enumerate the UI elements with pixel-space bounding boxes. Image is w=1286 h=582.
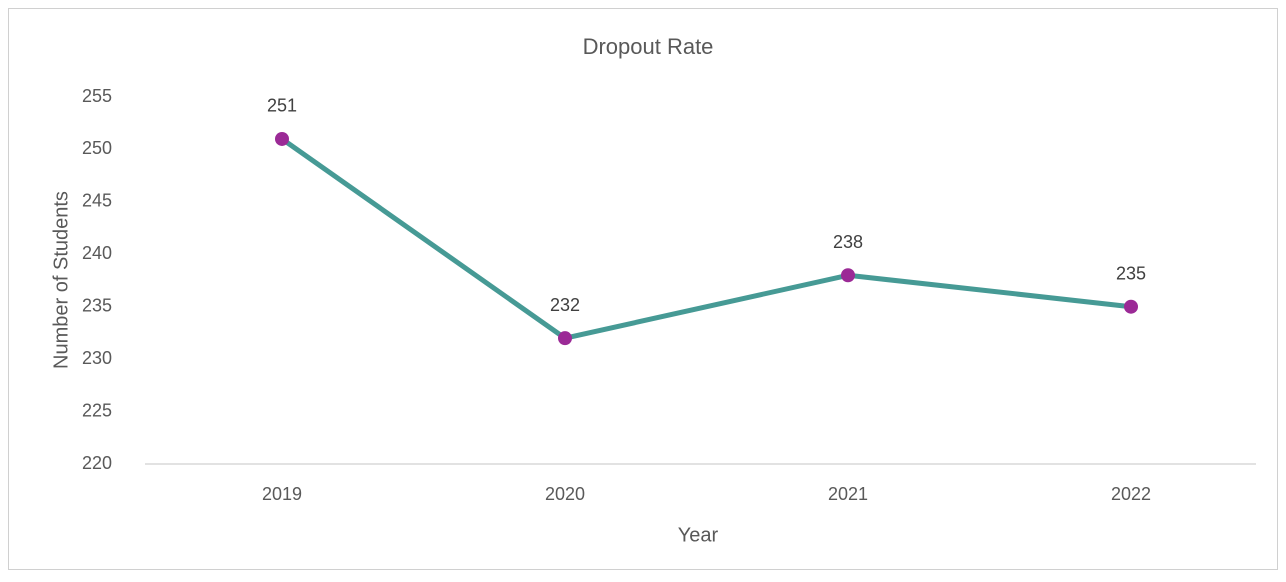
x-tick-label: 2020: [545, 484, 585, 504]
data-label: 235: [1116, 263, 1146, 283]
data-label: 232: [550, 295, 580, 315]
data-point: [1124, 299, 1138, 314]
chart-border: [8, 8, 1278, 570]
data-line: [280, 136, 1132, 341]
data-point: [275, 131, 289, 146]
y-tick-label: 220: [82, 453, 112, 473]
data-label: 251: [267, 96, 297, 116]
data-label: 238: [833, 232, 863, 252]
x-tick-label: 2019: [262, 484, 302, 504]
y-tick-label: 230: [82, 348, 112, 368]
chart-title: Dropout Rate: [583, 34, 714, 59]
y-tick-label: 245: [82, 191, 112, 211]
x-axis-title: Year: [678, 524, 719, 546]
y-tick-label: 240: [82, 243, 112, 263]
data-point: [558, 331, 572, 346]
x-tick-label: 2021: [828, 484, 868, 504]
data-point: [841, 268, 855, 283]
y-tick-label: 250: [82, 138, 112, 158]
y-axis-title: Number of Students: [50, 191, 72, 369]
y-tick-label: 235: [82, 295, 112, 315]
x-tick-label: 2022: [1111, 484, 1151, 504]
y-tick-label: 225: [82, 400, 112, 420]
y-tick-label: 255: [82, 86, 112, 106]
